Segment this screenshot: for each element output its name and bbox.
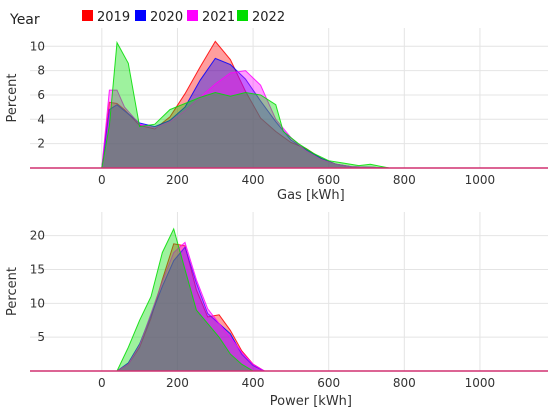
grid [30,212,548,371]
series-areas [116,227,548,372]
x-tick-label: 1000 [465,376,496,390]
x-axis-label: Gas [kWh] [277,188,345,203]
y-tick-label: 2 [37,137,45,151]
legend-swatch-2022 [237,10,248,21]
area-2019 [117,243,548,371]
area-2021 [117,242,548,371]
x-tick-label: 200 [166,173,189,187]
x-tick-label: 400 [242,376,265,390]
y-tick-label: 15 [30,263,45,277]
legend-label-2021: 2021 [202,10,235,25]
x-tick-label: 1000 [465,173,496,187]
legend: Year 2019 2020 2021 2022 [9,10,285,28]
x-tick-label: 800 [393,376,416,390]
legend-label-2020: 2020 [150,10,183,25]
y-tick-label: 6 [37,88,45,102]
area-2022 [117,228,548,371]
x-tick-label: 0 [98,173,106,187]
line-2022 [116,227,548,372]
x-tick-label: 800 [393,173,416,187]
y-tick-label: 5 [37,330,45,344]
x-tick-label: 200 [166,376,189,390]
line-2021 [101,70,548,169]
y-axis-label: Percent [5,267,20,316]
line-2022 [101,40,548,169]
legend-swatch-2020 [135,10,146,21]
y-tick-label: 4 [37,112,45,126]
area-2019 [101,41,549,168]
legend-title: Year [9,12,40,28]
legend-swatch-2021 [187,10,198,21]
y-tick-label: 20 [30,229,45,243]
x-axis-label: Power [kWh] [270,394,352,409]
panel-2: 0 200 400 600 800 1000 5 10 15 20 Power [kWh] Perce… [5,212,548,409]
panel-1: 0 200 400 600 800 1000 2 4 6 8 10 Gas [kWh] Percent [5,28,549,203]
x-tick-label: 600 [317,173,340,187]
tick-labels: 0 200 400 600 800 1000 2 4 6 8 10 [30,39,495,187]
y-tick-label: 10 [30,39,45,53]
y-tick-label: 10 [30,296,45,310]
y-axis-label: Percent [5,74,20,123]
area-2020 [117,247,548,371]
area-2022 [101,42,549,168]
x-tick-label: 0 [98,376,106,390]
legend-swatch-2019 [82,10,93,21]
x-tick-label: 600 [317,376,340,390]
tick-labels: 0 200 400 600 800 1000 5 10 15 20 [30,229,495,390]
series-areas [101,40,549,169]
legend-label-2019: 2019 [97,10,130,25]
line-2021 [116,241,548,372]
area-2021 [101,70,549,168]
legend-label-2022: 2022 [252,10,285,25]
y-tick-label: 8 [37,64,45,78]
x-tick-label: 400 [242,173,265,187]
